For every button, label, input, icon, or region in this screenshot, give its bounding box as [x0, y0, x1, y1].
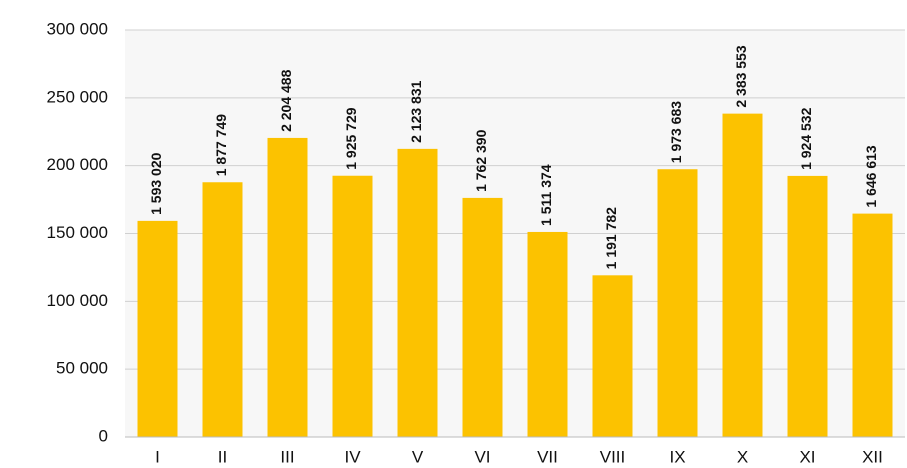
bar	[137, 220, 178, 437]
bar	[722, 113, 763, 437]
x-tick-label: XII	[862, 447, 883, 466]
y-tick-label: 150 000	[47, 223, 108, 242]
value-label: 1 973 683	[668, 101, 684, 163]
value-label: 1 191 782	[603, 207, 619, 269]
x-tick-label: V	[412, 447, 424, 466]
bar	[852, 213, 893, 437]
y-tick-label: 0	[99, 426, 108, 445]
value-label: 1 925 729	[343, 107, 359, 169]
bar	[787, 175, 828, 437]
value-label: 1 762 390	[473, 129, 489, 191]
value-label: 1 924 532	[798, 107, 814, 169]
x-tick-label: VIII	[600, 447, 626, 466]
x-tick-label: III	[280, 447, 294, 466]
bar	[592, 275, 633, 437]
bar	[332, 175, 373, 438]
bar	[397, 148, 438, 437]
x-tick-label: IV	[344, 447, 361, 466]
x-tick-label: I	[155, 447, 160, 466]
value-label: 2 383 553	[733, 45, 749, 107]
x-tick-label: VI	[474, 447, 490, 466]
y-tick-label: 200 000	[47, 155, 108, 174]
bar	[202, 182, 243, 437]
value-label: 2 204 488	[278, 69, 294, 131]
x-tick-label: II	[218, 447, 227, 466]
x-tick-label: VII	[537, 447, 558, 466]
value-label: 1 877 749	[213, 114, 229, 176]
value-label: 1 593 020	[148, 152, 164, 214]
value-label: 1 511 374	[538, 164, 554, 226]
bar	[527, 231, 568, 437]
value-label: 2 123 831	[408, 80, 424, 142]
x-tick-label: XI	[799, 447, 815, 466]
x-tick-label: IX	[669, 447, 685, 466]
y-tick-label: 250 000	[47, 87, 108, 106]
bar	[267, 137, 308, 437]
y-tick-label: 300 000	[47, 19, 108, 38]
y-tick-label: 100 000	[47, 291, 108, 310]
y-tick-label: 50 000	[56, 359, 108, 378]
x-tick-label: X	[737, 447, 748, 466]
value-label: 1 646 613	[863, 145, 879, 207]
bar	[657, 169, 698, 437]
bar	[462, 197, 503, 437]
